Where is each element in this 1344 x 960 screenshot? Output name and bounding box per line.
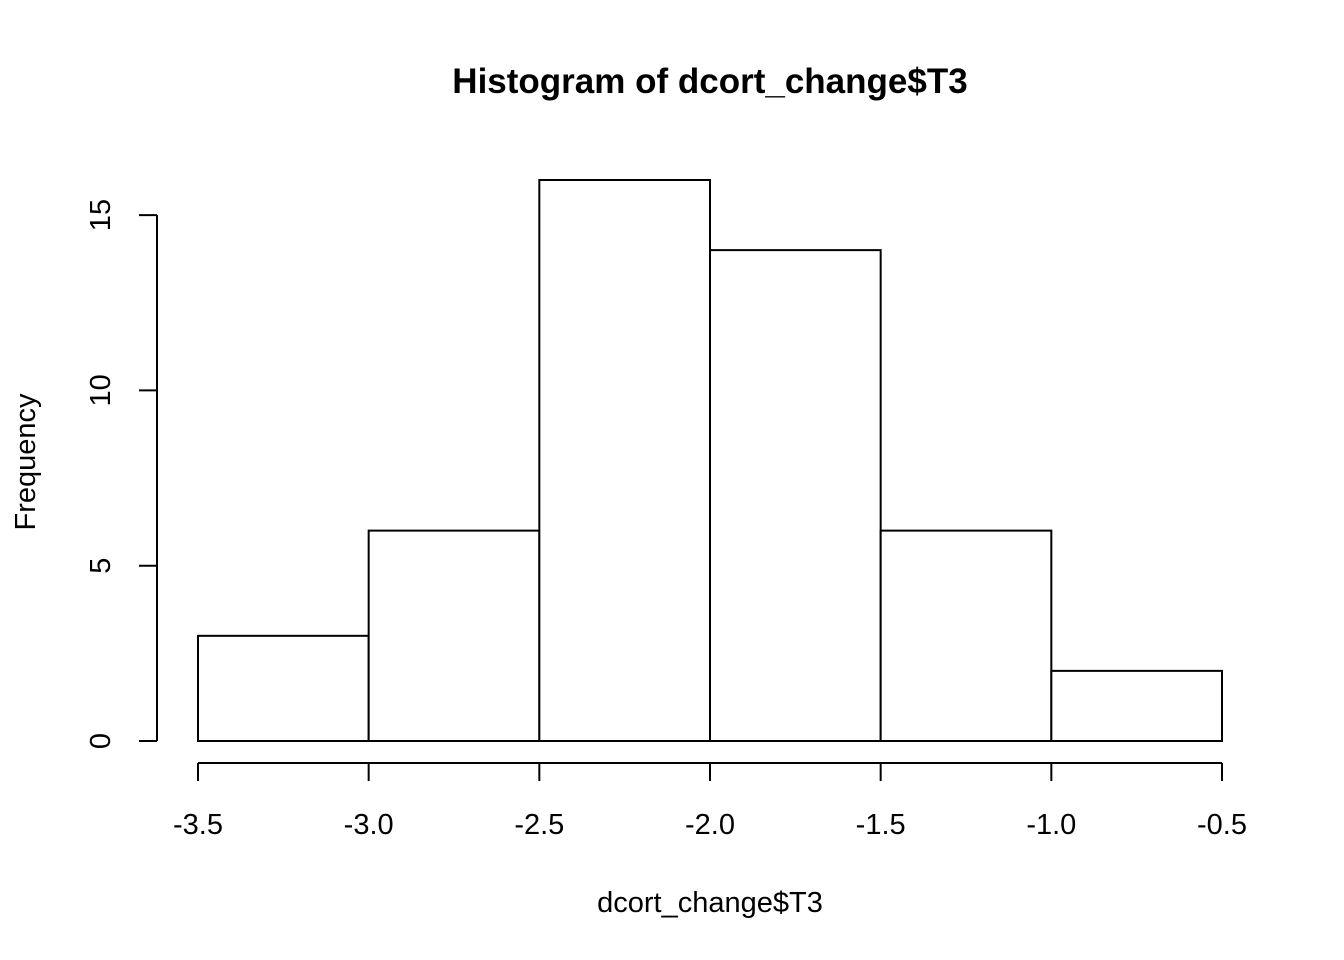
- chart-title: Histogram of dcort_change$T3: [452, 62, 967, 101]
- x-tick-label: -3.5: [173, 809, 223, 841]
- histogram-bar-5: [879, 529, 1053, 742]
- y-tick-label: 10: [85, 374, 117, 406]
- histogram-bar-6: [1050, 669, 1224, 742]
- x-tick-label: -0.5: [1197, 809, 1247, 841]
- histogram-bar-4: [709, 249, 882, 742]
- y-tick-label: 5: [85, 558, 117, 574]
- y-tick-label: 15: [85, 199, 117, 231]
- x-axis-ticks: -3.5 -3.0 -2.5 -2.0 -1.5 -1.0 -0.5: [173, 763, 1247, 841]
- y-axis-ticks: 0 5 10 15: [85, 199, 157, 749]
- histogram-bar-1: [197, 634, 370, 742]
- x-tick-label: -2.5: [514, 809, 564, 841]
- x-axis-label: dcort_change$T3: [597, 887, 823, 919]
- histogram-bar-3: [538, 179, 711, 742]
- y-axis-label: Frequency: [10, 393, 42, 531]
- y-tick-label: 0: [85, 733, 117, 749]
- bars-group: [197, 179, 1224, 742]
- x-tick-label: -3.0: [344, 809, 394, 841]
- histogram-bar-2: [367, 529, 541, 742]
- x-tick-label: -1.0: [1026, 809, 1076, 841]
- x-tick-label: -2.0: [685, 809, 735, 841]
- x-tick-label: -1.5: [856, 809, 906, 841]
